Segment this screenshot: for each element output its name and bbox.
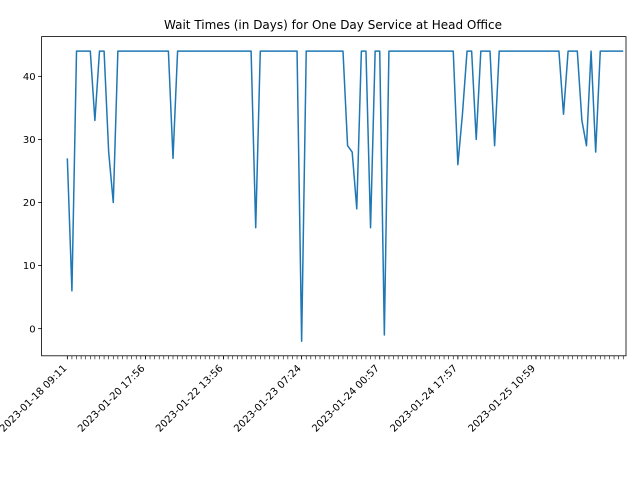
y-tick-label: 10 bbox=[23, 261, 36, 272]
y-tick-label: 0 bbox=[29, 324, 35, 335]
chart-title: Wait Times (in Days) for One Day Service… bbox=[164, 18, 502, 32]
y-tick-label: 20 bbox=[23, 198, 36, 209]
y-tick-label: 30 bbox=[23, 135, 36, 146]
y-tick-label: 40 bbox=[23, 72, 36, 83]
series-line bbox=[66, 50, 624, 343]
axes-frame bbox=[41, 36, 627, 357]
